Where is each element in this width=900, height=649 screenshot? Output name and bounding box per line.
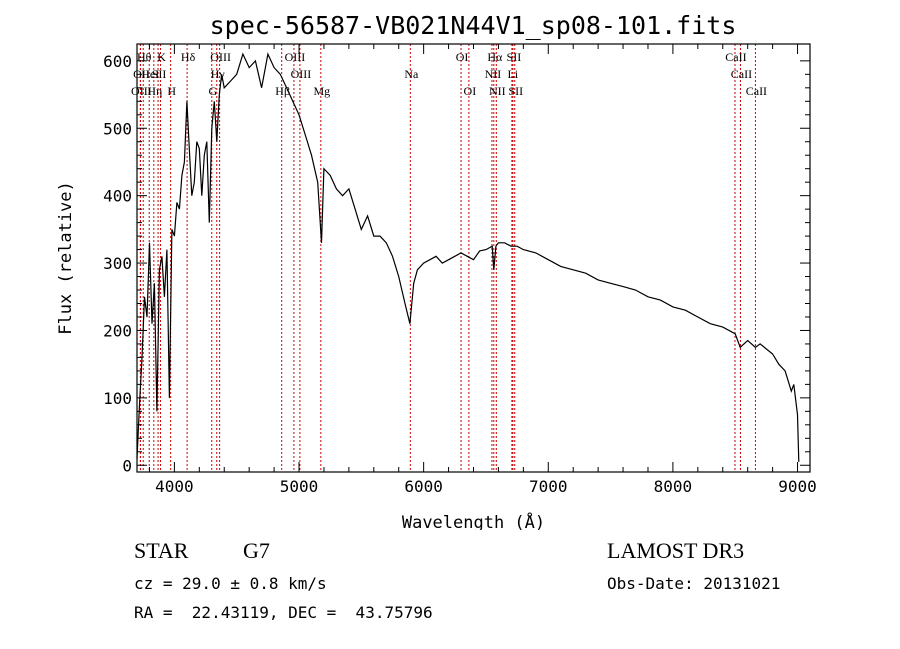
line-label: Hα: [487, 50, 503, 64]
line-label: H: [167, 84, 176, 98]
x-tick-label: 7000: [529, 477, 568, 496]
line-label: OI: [456, 50, 469, 64]
line-label: Hθ: [137, 50, 152, 64]
object-subclass: G7: [243, 538, 270, 563]
line-label: OI: [464, 84, 477, 98]
line-label: K: [157, 50, 166, 64]
x-tick-label: 6000: [404, 477, 443, 496]
y-axis-label: Flux (relative): [56, 181, 76, 335]
line-label: Mg: [313, 84, 330, 98]
y-tick-label: 400: [103, 187, 132, 206]
line-label: NII: [489, 84, 506, 98]
chart-title: spec-56587-VB021N44V1_sp08-101.fits: [210, 11, 737, 40]
survey-name: LAMOST DR3: [607, 538, 745, 563]
emission-line-labels: HθOIIOIIIHηHeIKSIIHHδHγGOIIIHβOIIIOIIIMg…: [131, 50, 767, 98]
spectrum-line: [136, 52, 800, 462]
y-axis-ticks: 0 100 200 300 400 500 600: [103, 52, 810, 475]
obs-date: Obs-Date: 20131021: [607, 574, 781, 593]
line-label: CaII: [746, 84, 767, 98]
y-tick-label: 500: [103, 119, 132, 138]
line-label: SII: [508, 84, 523, 98]
line-label: OIII: [291, 67, 312, 81]
emission-line-markers: [139, 44, 756, 472]
y-tick-label: 100: [103, 389, 132, 408]
line-label: CaII: [725, 50, 746, 64]
x-tick-label: 9000: [778, 477, 817, 496]
line-label: Hγ: [211, 67, 226, 81]
y-tick-label: 0: [122, 456, 132, 475]
line-label: NII: [485, 67, 502, 81]
y-tick-label: 600: [103, 52, 132, 71]
line-label: CaII: [731, 67, 752, 81]
x-tick-label: 4000: [155, 477, 194, 496]
line-label: SII: [507, 50, 522, 64]
line-label: Hη: [147, 84, 162, 98]
line-label: G: [208, 84, 217, 98]
line-label: OIII: [131, 84, 152, 98]
line-label: OIII: [210, 50, 231, 64]
ra-dec: RA = 22.43119, DEC = 43.75796: [134, 603, 433, 622]
line-label: OIII: [285, 50, 306, 64]
object-class: STAR: [134, 538, 189, 563]
line-label: HeI: [141, 67, 159, 81]
line-label: Na: [404, 67, 419, 81]
spectrum-plot: spec-56587-VB021N44V1_sp08-101.fits Hθ OI…: [56, 11, 817, 530]
redshift-cz: cz = 29.0 ± 0.8 km/s: [134, 574, 327, 593]
x-tick-label: 8000: [654, 477, 693, 496]
plot-frame: [136, 43, 811, 473]
x-axis-ticks: 4000 5000 6000 7000 8000 9000: [148, 44, 817, 496]
line-label: SII: [152, 67, 167, 81]
y-tick-label: 200: [103, 321, 132, 340]
line-label: Hδ: [181, 50, 196, 64]
x-tick-label: 5000: [280, 477, 319, 496]
x-axis-label: Wavelength (Å): [402, 511, 545, 530]
y-tick-label: 300: [103, 254, 132, 273]
line-label: Li: [508, 67, 519, 81]
